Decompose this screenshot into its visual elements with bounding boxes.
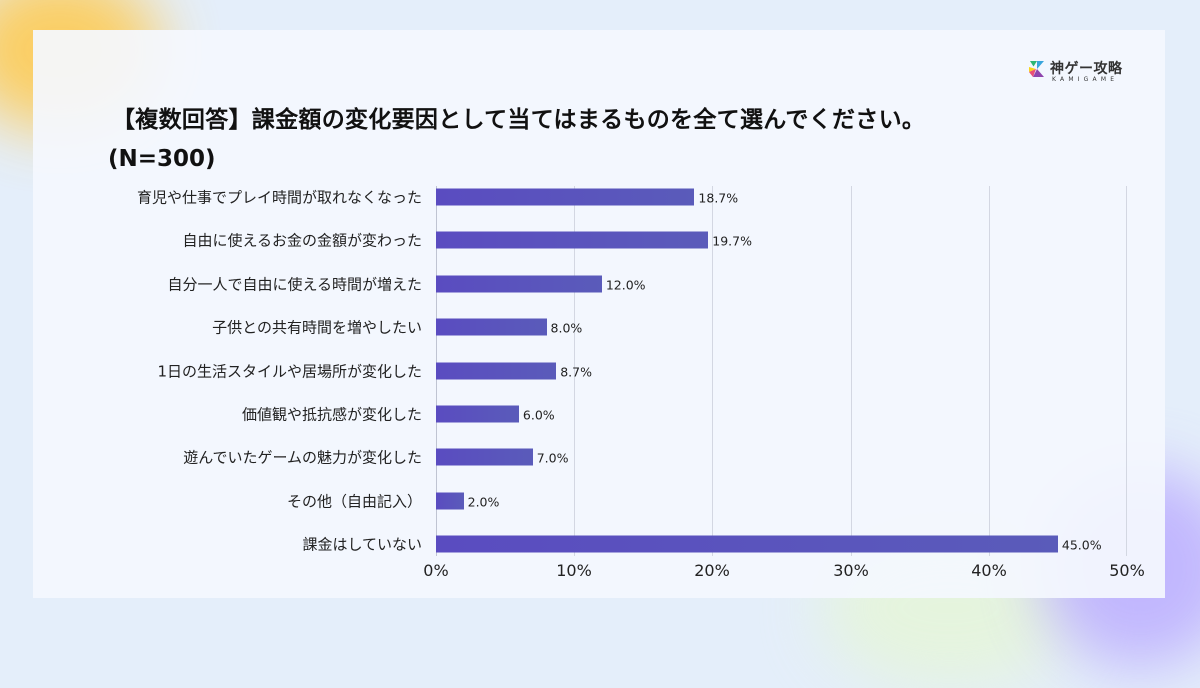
bar-value-label: 12.0% <box>605 277 646 293</box>
category-label: 育児や仕事でプレイ時間が取れなくなった <box>136 188 422 207</box>
bar-value-label: 2.0% <box>467 494 500 510</box>
bar <box>436 362 557 380</box>
category-label: その他（自由記入） <box>286 492 422 511</box>
bar <box>436 405 519 423</box>
x-tick-40: 40% <box>971 561 1007 580</box>
bar-value-label: 45.0% <box>1061 537 1102 553</box>
bar <box>436 231 709 249</box>
brand-logo-icon <box>1029 61 1044 77</box>
bar-value-label: 8.7% <box>560 364 592 380</box>
brand-subname: KAMIGAME <box>1052 76 1119 83</box>
gridline-10 <box>574 186 575 556</box>
x-tick-10: 10% <box>556 561 592 580</box>
bar <box>436 492 464 510</box>
x-tick-30: 30% <box>833 561 869 580</box>
bar-value-label: 19.7% <box>712 233 752 249</box>
chart-card <box>33 30 1165 598</box>
bar <box>436 318 547 336</box>
x-tick-20: 20% <box>694 561 730 580</box>
bar-value-label: 18.7% <box>698 190 739 206</box>
gridline-30 <box>851 186 852 556</box>
bar-value-label: 8.0% <box>550 320 583 336</box>
x-tick-0: 0% <box>423 561 449 580</box>
gridline-40 <box>989 186 990 556</box>
chart-title: 【複数回答】課金額の変化要因として当てはまるものを全て選んでください。 <box>112 107 926 133</box>
gridline-50 <box>1126 186 1127 556</box>
category-label: 1日の生活スタイルや居場所が変化した <box>157 362 422 381</box>
category-label: 遊んでいたゲームの魅力が変化した <box>183 448 422 467</box>
category-label: 子供との共有時間を増やしたい <box>212 318 422 337</box>
bar <box>436 448 533 466</box>
category-label: 課金はしていない <box>302 535 422 554</box>
gridline-20 <box>712 186 713 556</box>
chart-sample-size: (N=300) <box>108 146 216 172</box>
x-tick-50: 50% <box>1109 561 1145 580</box>
bar <box>436 188 695 206</box>
category-label: 自由に使えるお金の金額が変わった <box>182 231 422 250</box>
bar-value-label: 7.0% <box>536 450 569 466</box>
bar-value-label: 6.0% <box>522 407 555 423</box>
bar <box>436 275 602 293</box>
category-label: 自分一人で自由に使える時間が増えた <box>167 275 422 294</box>
bar <box>436 535 1058 553</box>
category-label: 価値観や抵抗感が変化した <box>241 405 422 424</box>
brand-name: 神ゲー攻略 <box>1050 61 1123 77</box>
